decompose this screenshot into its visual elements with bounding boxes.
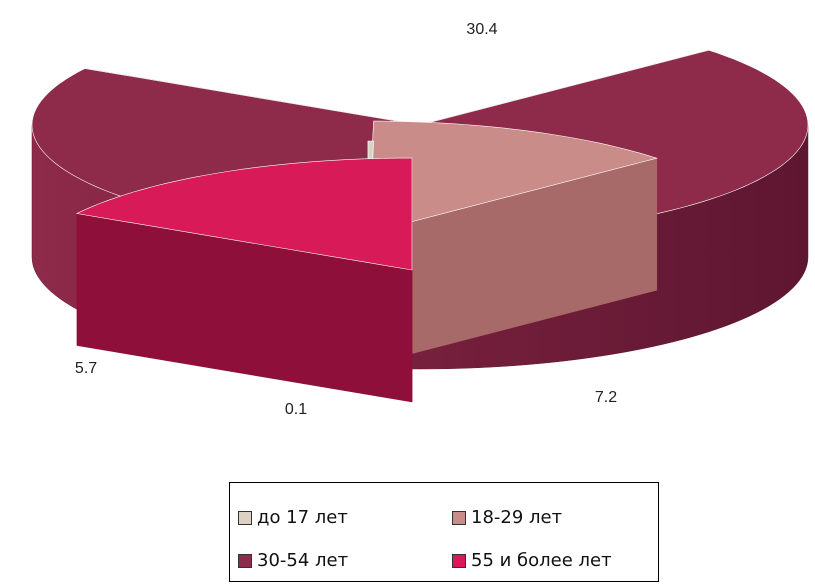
legend-item-3: 55 и более лет (452, 550, 612, 571)
pie-slice-3-top (75, 157, 413, 271)
legend-label-0: до 17 лет (257, 507, 348, 528)
pie-slice-1-top (367, 120, 658, 234)
pie-chart: 0.1 5.7 30.4 7.2 (31, 21, 809, 418)
data-label-до-17-лет: 0.1 (285, 401, 307, 418)
legend-item-2: 30-54 лет (238, 550, 348, 571)
legend-swatch-2 (238, 553, 252, 568)
legend-swatch-3 (452, 553, 466, 568)
pie-slice-3 (75, 157, 413, 403)
legend-label-1: 18-29 лет (471, 507, 563, 528)
legend-label-2: 30-54 лет (257, 550, 349, 571)
legend: до 17 лет 18-29 лет 30-54 лет 55 и более… (229, 482, 659, 582)
data-label-18-29-лет: 5.7 (75, 360, 97, 377)
legend-item-1: 18-29 лет (452, 507, 562, 528)
legend-item-0: до 17 лет (238, 507, 348, 528)
legend-label-3: 55 и более лет (471, 550, 612, 571)
legend-swatch-1 (452, 510, 466, 525)
data-label-55-и-более-лет: 7.2 (595, 389, 617, 406)
legend-swatch-0 (238, 510, 252, 525)
data-label-30-54-лет: 30.4 (466, 21, 497, 38)
